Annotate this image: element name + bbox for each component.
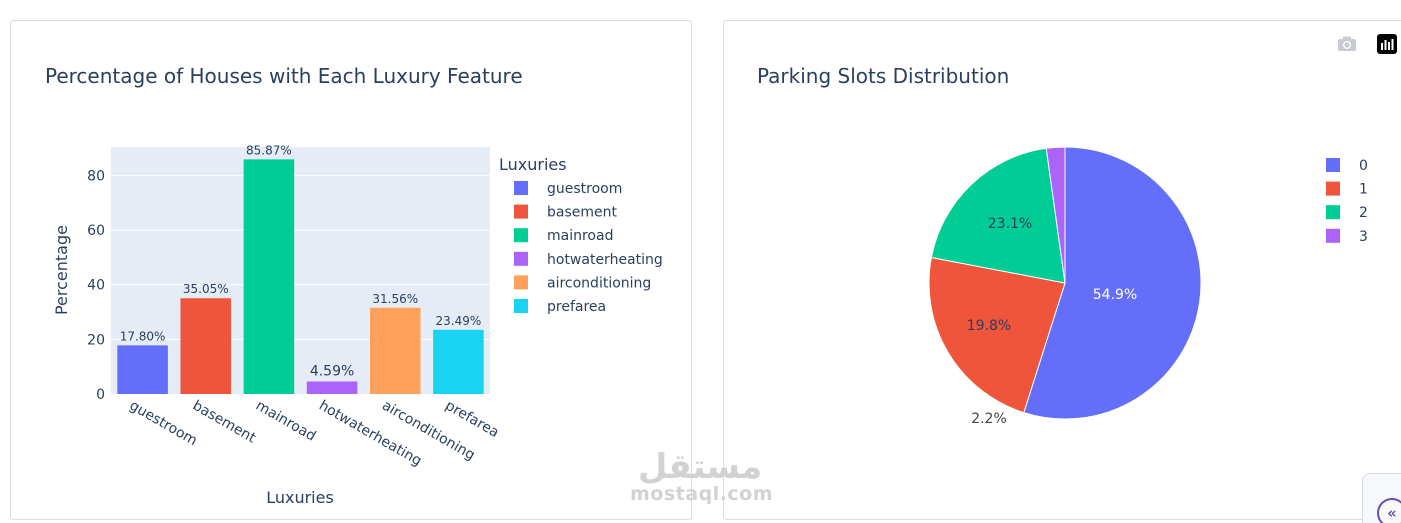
legend-label-1: 1: [1359, 182, 1368, 198]
camera-icon[interactable]: [1336, 33, 1358, 55]
pie-label-1: 23.1%: [988, 216, 1032, 232]
y-tick-label: 60: [87, 223, 105, 239]
pie-chart-card: Parking Slots Distribution 54.9% 23.1% 19.…: [723, 20, 1401, 520]
legend-label-guestroom: guestroom: [547, 181, 622, 197]
y-axis-title: Percentage: [52, 225, 71, 315]
pie-slice-0: [1023, 146, 1202, 420]
pie-label-3: 2.2%: [971, 411, 1007, 427]
bar-hotwaterheating: [306, 381, 358, 394]
legend-swatch-1: [1326, 181, 1340, 196]
chevron-double-left-icon[interactable]: «: [1377, 498, 1401, 523]
legend-swatch-hotwaterheating: [514, 251, 528, 266]
pie-slice-2: [930, 147, 1066, 284]
bar-chart: 0 20 40 60 80 17.80% guestroom 35.05% basement 85…: [52, 143, 663, 507]
pie-chart-title: Parking Slots Distribution: [757, 64, 1010, 88]
y-tick-label: 20: [87, 332, 105, 348]
bar-basement: [180, 298, 232, 394]
legend-swatch-prefarea: [514, 299, 528, 313]
x-tick-label-basement: basement: [190, 398, 259, 447]
bar-chart-card: Percentage of Houses with Each Luxury Fe…: [10, 20, 692, 520]
legend-label-0: 0: [1359, 158, 1368, 174]
pie-slice-1: [928, 256, 1066, 414]
legend-title: Luxuries: [499, 155, 567, 174]
y-tick-label: 80: [87, 168, 105, 184]
bar-prefarea: [433, 329, 484, 394]
pie-slice-3: [1045, 146, 1066, 284]
pie-chart: 54.9% 23.1% 19.8% 2.2% 0 1 2 3: [928, 146, 1368, 427]
legend-label-basement: basement: [547, 205, 617, 221]
legend-label-3: 3: [1359, 229, 1368, 245]
plotly-logo-icon[interactable]: [1376, 33, 1398, 55]
plot-area: [111, 147, 490, 394]
legend-swatch-3: [1326, 228, 1340, 243]
data-label-guestroom: 17.80%: [120, 329, 166, 343]
x-tick-label-hotwaterheating: hotwaterheating: [316, 398, 424, 470]
bar-airconditioning: [369, 307, 421, 394]
side-panel-toggle[interactable]: «: [1362, 473, 1401, 523]
bar-chart-title: Percentage of Houses with Each Luxury Fe…: [45, 64, 523, 88]
bar-guestroom: [117, 345, 168, 394]
y-tick-label: 40: [87, 278, 105, 294]
data-label-airconditioning: 31.56%: [372, 292, 418, 306]
data-label-mainroad: 85.87%: [246, 143, 292, 157]
legend-swatch-2: [1326, 205, 1340, 220]
legend-label-prefarea: prefarea: [547, 299, 606, 315]
y-tick-label: 0: [96, 387, 105, 403]
pie-label-0: 54.9%: [1093, 287, 1137, 303]
legend-swatch-0: [1326, 158, 1340, 172]
watermark-latin: mostaql.com: [630, 483, 774, 505]
legend-swatch-guestroom: [514, 181, 528, 195]
legend-swatch-mainroad: [514, 228, 528, 243]
mostaql-watermark: مستقل mostaql.com: [630, 447, 774, 505]
legend-label-airconditioning: airconditioning: [547, 275, 651, 291]
legend-label-mainroad: mainroad: [547, 228, 613, 244]
data-label-prefarea: 23.49%: [436, 314, 482, 328]
x-tick-label-guestroom: guestroom: [127, 398, 200, 450]
data-label-hotwaterheating: 4.59%: [310, 363, 354, 379]
x-axis-title: Luxuries: [266, 488, 334, 507]
legend-swatch-basement: [514, 204, 528, 219]
legend-label-hotwaterheating: hotwaterheating: [547, 252, 663, 268]
watermark-arabic: مستقل: [637, 447, 763, 487]
legend-swatch-airconditioning: [514, 275, 528, 290]
bar-mainroad: [243, 159, 295, 394]
pie-label-2: 19.8%: [967, 318, 1011, 334]
legend-label-2: 2: [1359, 205, 1368, 221]
data-label-basement: 35.05%: [183, 282, 229, 296]
x-tick-label-mainroad: mainroad: [253, 398, 319, 445]
